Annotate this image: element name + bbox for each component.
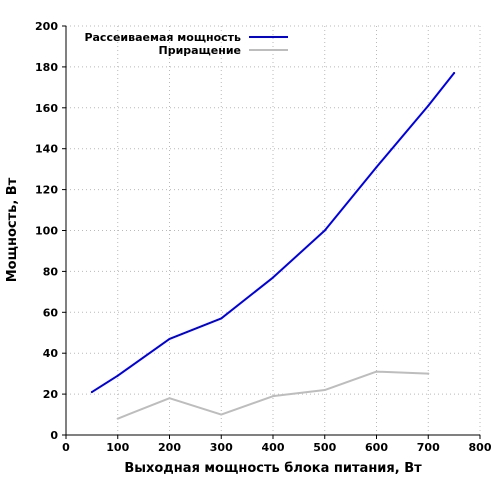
- data-point-series-2: [427, 372, 430, 375]
- x-tick-label: 300: [210, 441, 233, 454]
- x-tick-label: 600: [365, 441, 388, 454]
- tick-labels: 0 100 200 300 400 500 600 700 800 0 20 40 60 80 100 120…: [35, 20, 492, 454]
- x-tick-label: 700: [417, 441, 440, 454]
- y-tick-label: 200: [35, 20, 58, 33]
- x-tick-label: 500: [313, 441, 336, 454]
- data-point-series-2: [272, 395, 274, 398]
- data-point-series-1: [90, 391, 93, 394]
- y-tick-label: 140: [35, 143, 58, 156]
- data-point-series-1: [323, 229, 326, 232]
- y-tick-label: 180: [35, 61, 58, 74]
- data-point-series-2: [323, 389, 326, 392]
- x-axis-title: Выходная мощность блока питания, Вт: [124, 461, 422, 476]
- x-tick-label: 200: [158, 441, 181, 454]
- y-tick-label: 20: [43, 388, 59, 401]
- legend-label-1: Рассеиваемая мощность: [84, 31, 241, 44]
- y-tick-label: 60: [43, 306, 59, 319]
- x-tick-label: 400: [262, 441, 285, 454]
- data-point-series-2: [168, 397, 171, 400]
- x-tick-label: 0: [62, 441, 70, 454]
- x-tick-label: 800: [469, 441, 492, 454]
- data-point-series-1: [453, 72, 456, 75]
- data-point-series-1: [427, 104, 430, 107]
- axes: [62, 25, 481, 439]
- data-point-series-2: [220, 413, 223, 416]
- y-tick-label: 40: [43, 347, 59, 360]
- y-tick-label: 0: [50, 429, 58, 442]
- y-tick-label: 120: [35, 184, 58, 197]
- y-tick-label: 160: [35, 102, 58, 115]
- data-point-series-1: [116, 374, 119, 377]
- data-point-series-1: [220, 317, 223, 320]
- data-point-series-1: [272, 276, 274, 279]
- series-line-1: [90, 72, 456, 394]
- series: [90, 72, 456, 420]
- y-tick-label: 100: [35, 225, 58, 238]
- data-point-series-1: [168, 337, 171, 340]
- x-tick-label: 100: [106, 441, 129, 454]
- data-point-series-2: [116, 417, 119, 420]
- data-point-series-1: [375, 166, 378, 169]
- y-tick-label: 80: [43, 265, 59, 278]
- legend-label-2: Приращение: [159, 44, 241, 57]
- y-axis-title: Мощность, Вт: [5, 177, 20, 282]
- data-point-series-2: [375, 370, 378, 373]
